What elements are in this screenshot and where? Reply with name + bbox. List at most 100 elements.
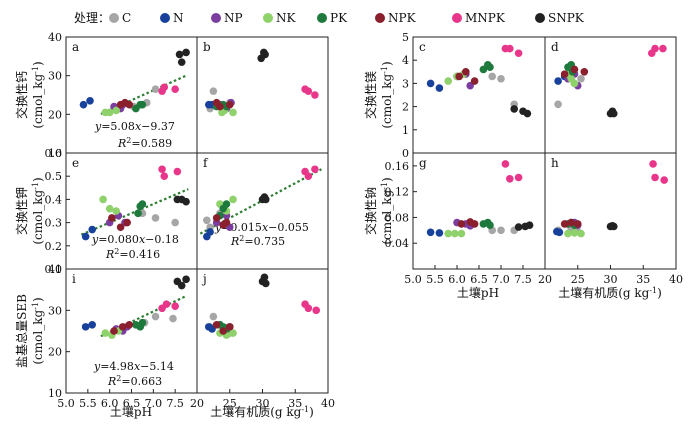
data-point	[225, 323, 234, 331]
data-point	[177, 58, 186, 66]
panel-label: a	[72, 40, 79, 54]
data-point	[206, 228, 214, 236]
data-point	[171, 302, 179, 311]
data-point	[555, 228, 564, 237]
data-point	[570, 229, 579, 237]
y-tick-label: 0.3	[45, 217, 63, 230]
data-point	[560, 220, 569, 228]
x-tick-label: 30	[256, 397, 270, 410]
data-point	[506, 174, 514, 183]
data-point	[580, 68, 589, 76]
data-point	[311, 165, 319, 174]
data-point	[510, 105, 518, 113]
data-point	[160, 172, 169, 180]
data-point	[151, 85, 160, 93]
data-point	[497, 226, 505, 235]
data-point	[609, 109, 618, 118]
x-axis-title: 土壤pH	[457, 285, 499, 300]
data-point	[455, 72, 464, 81]
y-axis-title: 交换性钠 (cmol_kg-1)	[363, 177, 394, 244]
data-point	[457, 220, 466, 228]
data-point	[304, 87, 313, 95]
fit-r2: R2=0.663	[107, 374, 162, 389]
series-mnpk	[301, 300, 321, 315]
series-mnpk	[501, 160, 523, 183]
series-n	[426, 79, 444, 92]
series-npk	[110, 321, 134, 335]
data-point	[435, 84, 444, 92]
data-point	[138, 100, 147, 109]
y-tick-label: 0.04	[385, 237, 410, 250]
data-point	[112, 207, 121, 215]
data-point	[108, 214, 116, 222]
series-mnpk	[649, 160, 669, 184]
legend-label: C	[122, 11, 131, 25]
panel-g: g 0.04 0.08 0.12 0.16 5.0 5.5 6.0 6.5 7.0 7.5 交换性钠(…	[363, 152, 546, 300]
data-point	[261, 279, 270, 288]
data-point	[564, 229, 572, 238]
fit-equation: y=4.98x−5.14	[93, 360, 174, 373]
series-nk	[444, 229, 466, 238]
data-point	[497, 74, 505, 83]
data-point	[312, 306, 321, 315]
data-point	[260, 273, 269, 282]
panel-label: f	[203, 156, 209, 170]
plot-frame	[196, 268, 329, 394]
data-point	[514, 173, 523, 182]
x-tick-label: 25	[223, 397, 237, 410]
data-point	[212, 321, 221, 329]
series-mnpk	[158, 165, 182, 180]
fit-equation: y=0.080x−0.18	[91, 233, 179, 246]
x-tick-label: 6.0	[101, 397, 119, 410]
y-tick-label: 10	[48, 147, 62, 160]
data-point	[470, 77, 479, 85]
data-point	[134, 209, 142, 218]
data-point	[79, 100, 88, 109]
legend-label: SNPK	[548, 11, 585, 25]
series-mnpk	[501, 44, 523, 58]
fit-equation: y=5.08x−9.37	[94, 120, 175, 133]
y-tick-label: 4	[402, 54, 409, 67]
y-tick-label: 2	[402, 101, 409, 114]
x-tick-label: 7.0	[145, 397, 163, 410]
data-point	[81, 323, 90, 331]
data-point	[486, 221, 494, 229]
data-point	[554, 100, 562, 109]
fit-line	[80, 188, 189, 236]
panel-i: i 10 20 30 40 5.0 5.5 6.0 6.5 7.0 7.5 盐基总量SEB (cmol_…	[15, 263, 198, 419]
data-point	[105, 204, 114, 213]
data-point	[88, 225, 96, 234]
y-tick-label: 0.4	[45, 193, 63, 206]
data-point	[261, 50, 269, 59]
data-point	[514, 49, 523, 58]
series-nk	[101, 106, 121, 117]
series-npk	[457, 218, 479, 228]
data-point	[304, 304, 313, 313]
data-point	[609, 222, 618, 231]
panel-h: h 20 25 30 35 40 土壤有机质(g kg-1)	[538, 152, 683, 300]
data-point	[112, 106, 121, 115]
data-point	[138, 200, 147, 208]
y-axis-title: 交换性镁 (cmol_kg-1)	[363, 61, 394, 128]
data-point	[175, 50, 184, 59]
data-point	[311, 91, 319, 99]
data-point	[560, 70, 569, 78]
y-tick-label: 0.08	[385, 211, 410, 224]
y-tick-label: 0.16	[385, 160, 410, 173]
series-npk	[212, 214, 231, 229]
y-tick-label: 20	[48, 346, 62, 359]
series-pk	[479, 61, 494, 74]
y-tick-label: 40	[48, 31, 62, 44]
data-point	[125, 100, 134, 109]
x-tick-label: 5.5	[79, 397, 97, 410]
series-n	[81, 321, 96, 331]
data-point	[229, 329, 237, 337]
legend-prefix: 处理：	[74, 11, 110, 25]
series-nk	[99, 195, 121, 215]
series-npk	[212, 321, 234, 335]
plot-frame	[544, 152, 677, 270]
legend-label: NP	[224, 11, 243, 25]
y-axis-title: 交换性钙 (cmol_kg-1)	[14, 61, 45, 128]
x-tick-label: 5.5	[426, 273, 444, 286]
